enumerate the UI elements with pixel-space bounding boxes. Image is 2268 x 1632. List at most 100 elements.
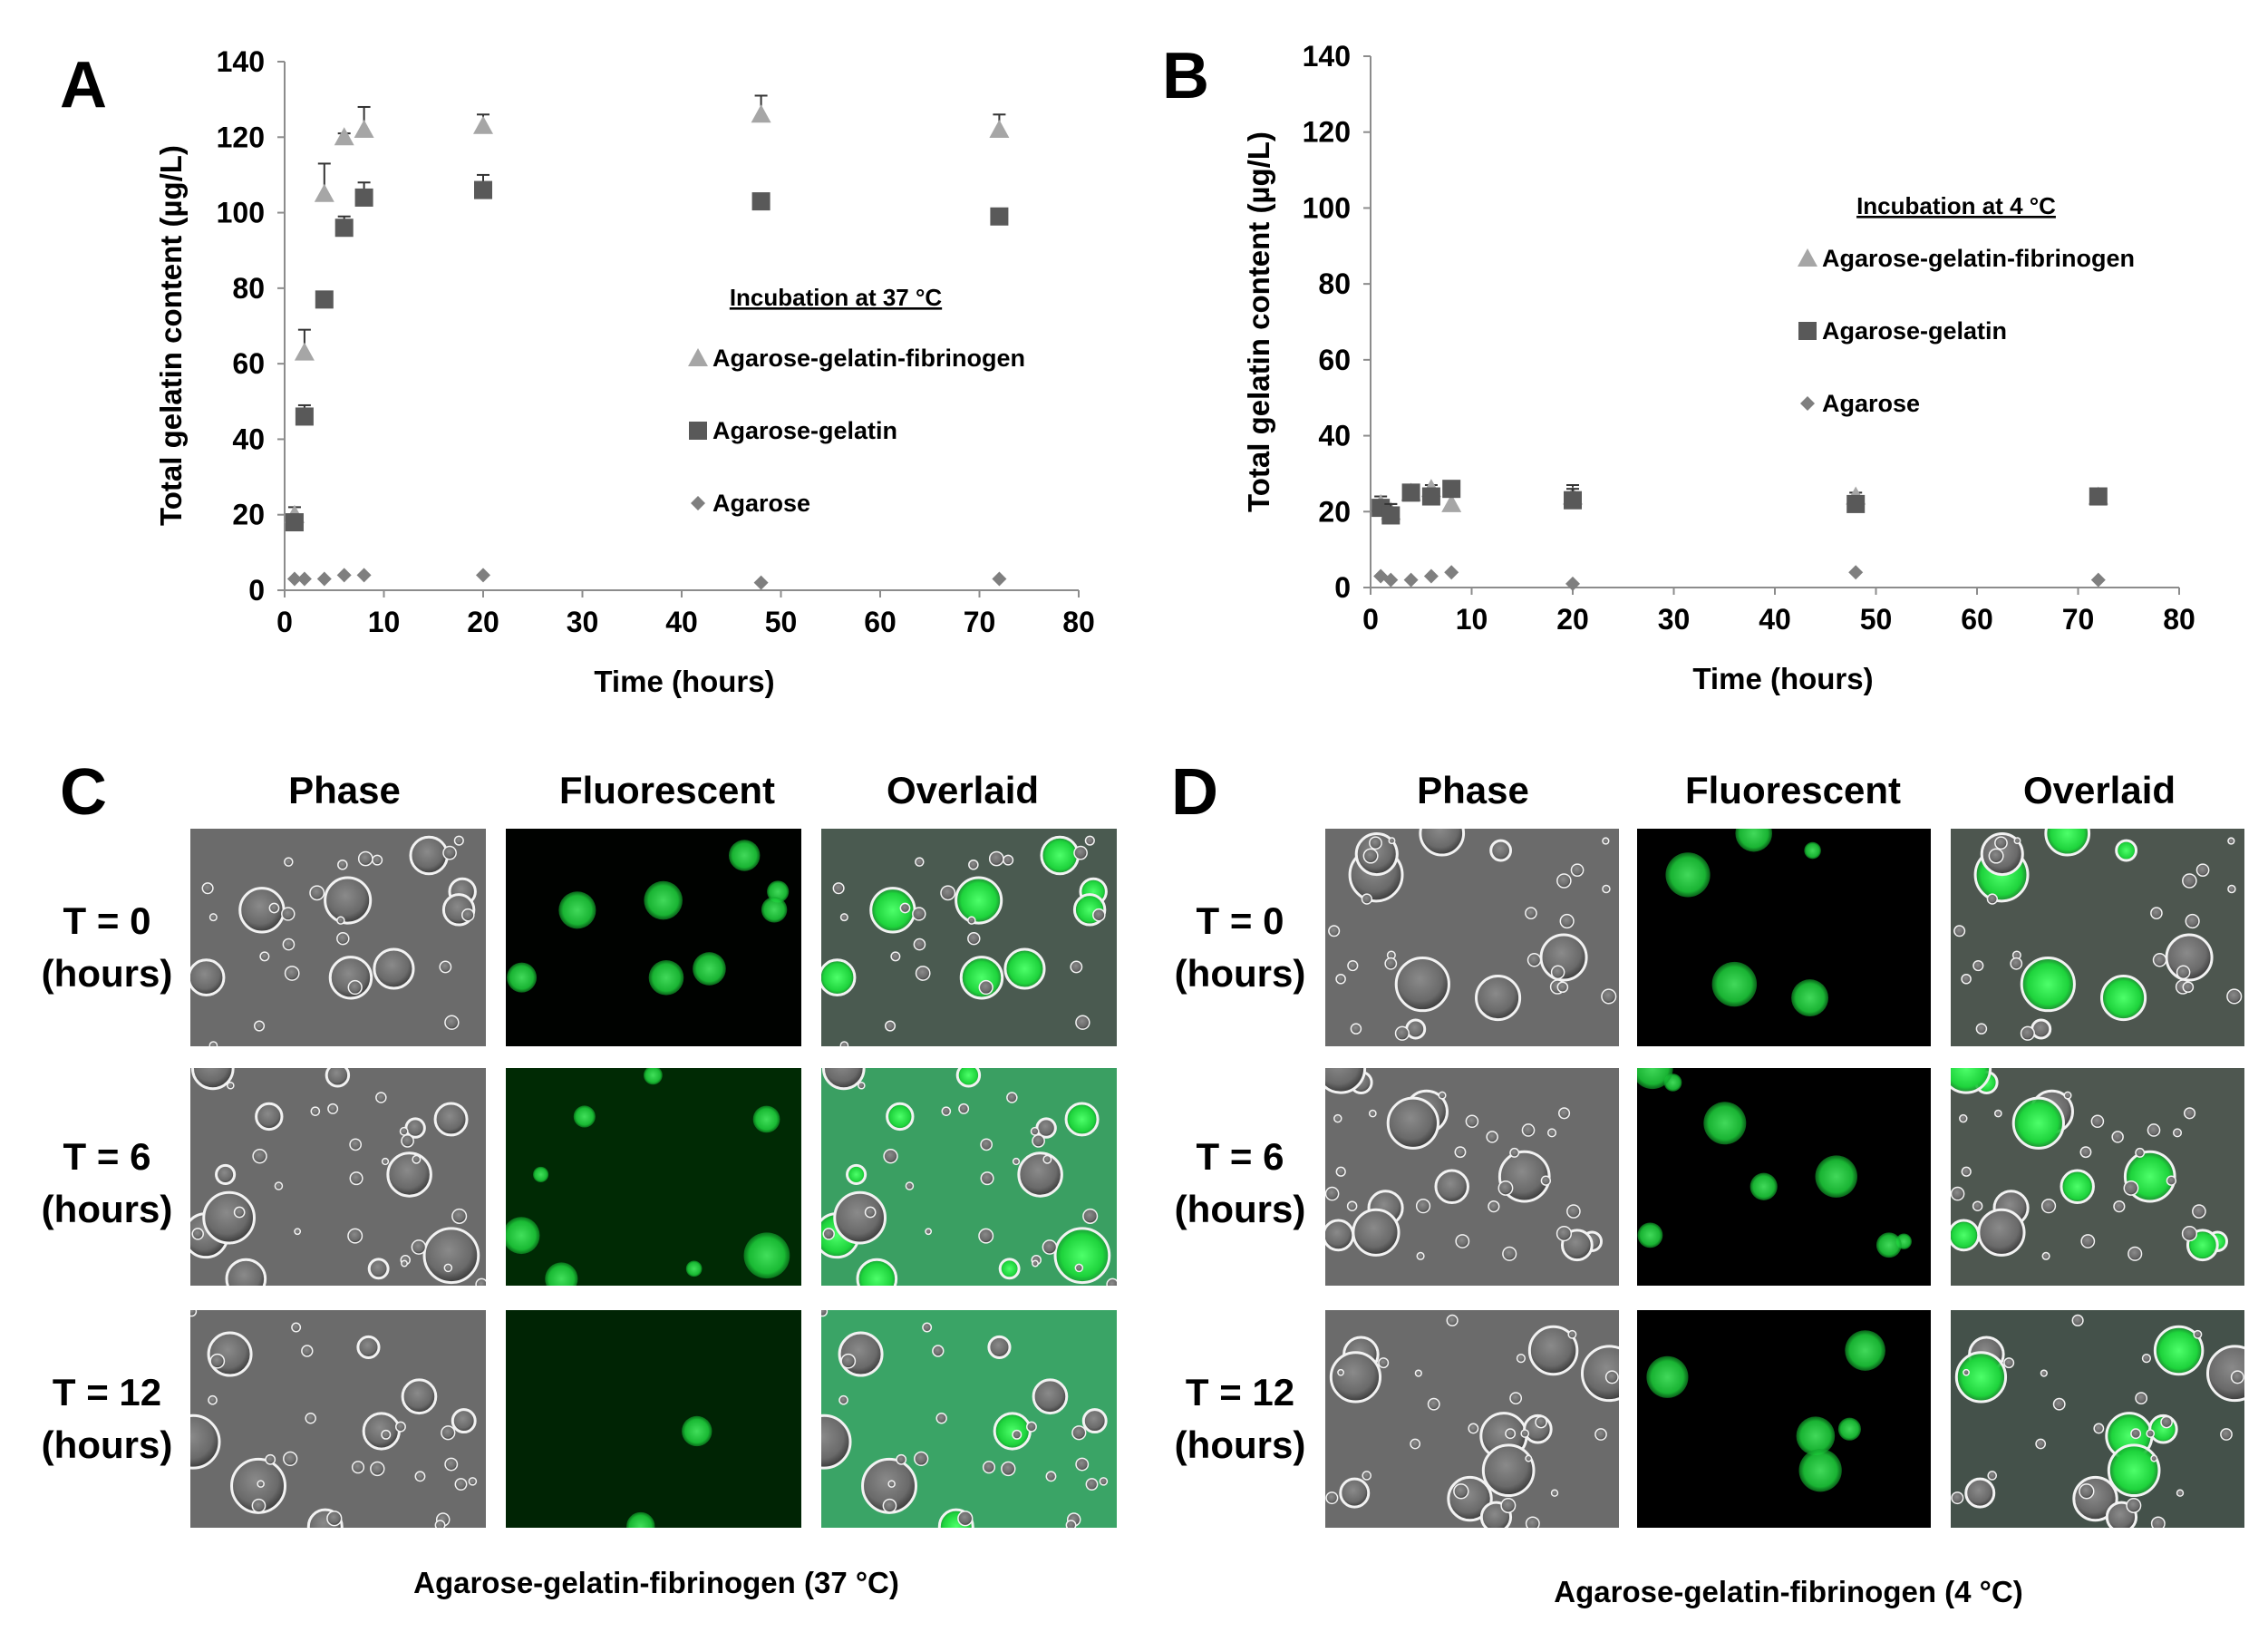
microsphere xyxy=(1527,1325,1579,1376)
y-tick-label: 60 xyxy=(1318,344,1351,376)
overlaid-microsphere xyxy=(2227,884,2236,894)
overlaid-microsphere xyxy=(2060,1169,2095,1204)
microsphere xyxy=(1347,959,1359,972)
microsphere xyxy=(284,966,300,981)
x-tick-label: 50 xyxy=(765,606,798,638)
x-tick-label: 30 xyxy=(567,606,599,638)
microsphere xyxy=(265,1453,276,1465)
microsphere xyxy=(1386,1096,1439,1150)
microsphere xyxy=(1325,1186,1340,1201)
overlaid-microsphere xyxy=(2052,1397,2066,1411)
overlaid-microsphere xyxy=(2141,1354,2152,1364)
overlaid-microsphere xyxy=(2135,1392,2148,1404)
overlaid-microsphere xyxy=(1040,835,1080,876)
overlaid-microsphere xyxy=(2220,1428,2233,1441)
microsphere xyxy=(1500,1498,1517,1513)
overlaid-microsphere xyxy=(1032,1378,1069,1415)
overlaid-microsphere xyxy=(2150,1516,2166,1528)
legend-a: Agarose-gelatin-fibrinogen Agarose-gelati… xyxy=(688,345,1025,517)
overlaid-microsphere xyxy=(1075,1015,1090,1030)
overlaid-microsphere xyxy=(884,1020,897,1032)
microsphere xyxy=(1335,973,1346,985)
microsphere xyxy=(1566,1204,1581,1219)
overlaid-microsphere xyxy=(987,1335,1012,1359)
overlaid-microsphere xyxy=(1993,1109,2002,1118)
data-point-diamond xyxy=(286,571,302,587)
micrograph-overlaid xyxy=(821,1310,1117,1528)
microsphere xyxy=(209,1353,226,1369)
data-point-diamond xyxy=(476,568,490,583)
x-tick-label: 40 xyxy=(1759,603,1791,636)
micrograph-tiles-d xyxy=(1325,829,2244,1528)
microsphere xyxy=(336,916,345,925)
data-point-square xyxy=(2089,487,2108,506)
y-tick-label: 40 xyxy=(1318,420,1351,452)
microsphere xyxy=(190,958,226,996)
microsphere xyxy=(1550,965,1565,980)
overlaid-microsphere xyxy=(1042,1154,1052,1164)
x-tick-label: 10 xyxy=(368,606,401,638)
overlaid-microsphere xyxy=(905,1181,915,1190)
y-tick-label: 60 xyxy=(232,347,265,380)
panel-letter-c: C xyxy=(60,756,107,829)
legend-marker-triangle xyxy=(688,348,708,366)
caption-d: Agarose-gelatin-fibrinogen (4 °C) xyxy=(1554,1575,2022,1608)
data-point-square xyxy=(1846,494,1866,513)
overlaid-microsphere xyxy=(821,1310,829,1317)
microsphere xyxy=(409,835,449,876)
overlaid-microsphere xyxy=(998,1258,1021,1280)
fluorescent-microsphere xyxy=(1815,1155,1857,1198)
legend-marker-diamond xyxy=(1800,396,1815,411)
overlaid-microsphere xyxy=(2166,1175,2177,1186)
column-header-overlaid: Overlaid xyxy=(887,769,1039,811)
data-point-triangle xyxy=(989,119,1010,138)
microsphere xyxy=(309,885,325,901)
microsphere xyxy=(1602,884,1611,894)
y-tick-label: 80 xyxy=(1318,267,1351,300)
fluorescent-microsphere xyxy=(682,1415,712,1447)
fluorescent-microsphere xyxy=(558,891,596,929)
microsphere xyxy=(1410,1438,1421,1450)
overlaid-microsphere xyxy=(832,882,845,895)
overlaid-microsphere xyxy=(2150,1454,2158,1462)
microsphere xyxy=(1368,1109,1377,1118)
microsphere xyxy=(1559,913,1575,929)
y-tick-label: 100 xyxy=(1303,191,1351,224)
overlaid-microsphere xyxy=(1972,959,1984,972)
microsphere xyxy=(1325,1219,1355,1252)
overlaid-microsphere xyxy=(940,885,956,901)
overlaid-microsphere xyxy=(978,1228,994,1244)
overlaid-microsphere xyxy=(2011,1096,2065,1150)
micrograph-tiles-c xyxy=(190,829,1117,1528)
overlaid-microsphere xyxy=(1972,1200,1983,1211)
overlaid-microsphere xyxy=(935,1413,947,1424)
x-tick-label: 40 xyxy=(665,606,698,638)
data-point-square xyxy=(990,207,1009,226)
overlaid-microsphere xyxy=(839,1041,849,1046)
overlaid-microsphere xyxy=(2071,1314,2084,1326)
microsphere xyxy=(1557,1107,1571,1120)
microsphere xyxy=(257,1480,265,1488)
microsphere xyxy=(439,960,452,974)
data-point-diamond xyxy=(2090,572,2106,588)
overlaid-microsphere xyxy=(1006,1092,1018,1103)
legend-marker-square xyxy=(689,422,707,440)
row-label-t6: T = 6 xyxy=(1197,1135,1284,1178)
overlaid-microsphere xyxy=(1951,1068,1992,1094)
microsphere xyxy=(451,1408,477,1434)
overlaid-microsphere xyxy=(1994,836,2008,850)
microsphere xyxy=(373,947,415,990)
overlaid-microsphere xyxy=(1987,1471,1998,1481)
overlaid-microsphere xyxy=(941,1106,952,1116)
overlaid-microsphere xyxy=(1988,848,2004,864)
legend-marker-square xyxy=(1798,322,1817,340)
micrograph-background xyxy=(506,1310,801,1528)
overlaid-microsphere xyxy=(1953,925,1966,937)
microsphere xyxy=(433,1102,469,1137)
overlaid-microsphere xyxy=(2040,1199,2057,1214)
microsphere xyxy=(1454,1146,1467,1159)
overlaid-microsphere xyxy=(2172,1128,2183,1138)
column-header-overlaid: Overlaid xyxy=(2023,769,2176,811)
y-axis-title-a: Total gelatin content (µg/L) xyxy=(154,145,188,526)
microsphere xyxy=(190,1068,235,1091)
